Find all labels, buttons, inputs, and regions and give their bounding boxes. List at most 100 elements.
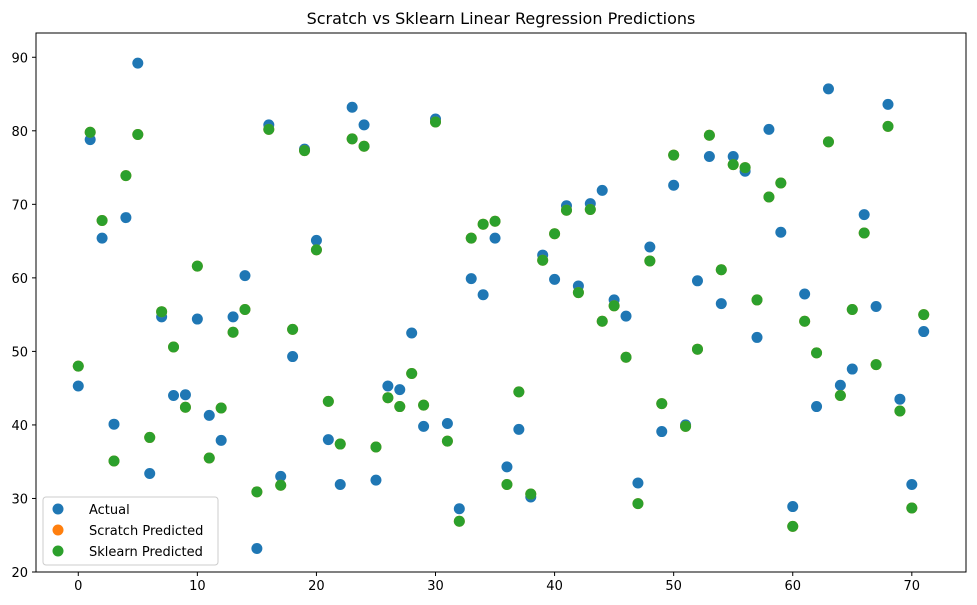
data-point bbox=[287, 351, 299, 363]
data-point bbox=[691, 275, 703, 287]
legend-label: Actual bbox=[89, 503, 130, 518]
data-point bbox=[703, 151, 715, 163]
data-point bbox=[858, 227, 870, 239]
data-point bbox=[406, 367, 418, 379]
data-point bbox=[156, 306, 168, 318]
data-point bbox=[168, 390, 180, 402]
data-point bbox=[382, 392, 394, 404]
data-point bbox=[215, 402, 227, 414]
y-tick-label: 60 bbox=[11, 272, 28, 287]
data-point bbox=[406, 327, 418, 339]
data-point bbox=[203, 409, 215, 421]
data-point bbox=[787, 501, 799, 513]
legend-marker bbox=[52, 545, 64, 557]
data-point bbox=[727, 159, 739, 171]
data-point bbox=[811, 401, 823, 413]
data-point bbox=[179, 389, 191, 401]
points-layer bbox=[72, 57, 930, 554]
y-tick-label: 90 bbox=[11, 51, 28, 66]
data-point bbox=[465, 232, 477, 244]
data-point bbox=[179, 401, 191, 413]
x-tick-label: 50 bbox=[665, 579, 682, 594]
data-point bbox=[870, 301, 882, 313]
data-point bbox=[811, 347, 823, 359]
data-point bbox=[799, 288, 811, 300]
y-tick-label: 70 bbox=[11, 198, 28, 213]
data-point bbox=[72, 360, 84, 372]
data-point bbox=[370, 474, 382, 486]
data-point bbox=[834, 379, 846, 391]
legend-label: Scratch Predicted bbox=[89, 524, 203, 539]
data-point bbox=[918, 309, 930, 321]
data-point bbox=[334, 479, 346, 490]
data-point bbox=[84, 126, 96, 138]
data-point bbox=[501, 479, 513, 490]
data-point bbox=[763, 123, 775, 135]
x-tick-label: 10 bbox=[189, 579, 206, 594]
data-point bbox=[370, 441, 382, 453]
legend-marker bbox=[52, 524, 64, 536]
data-point bbox=[191, 260, 203, 272]
data-point bbox=[846, 303, 858, 315]
data-point bbox=[656, 426, 668, 438]
data-point bbox=[822, 136, 834, 148]
y-tick-label: 40 bbox=[11, 419, 28, 434]
data-point bbox=[537, 254, 549, 266]
y-tick-label: 30 bbox=[11, 492, 28, 507]
data-point bbox=[251, 542, 263, 554]
data-point bbox=[715, 298, 727, 310]
data-point bbox=[108, 418, 120, 430]
data-point bbox=[799, 315, 811, 327]
data-point bbox=[668, 179, 680, 191]
data-point bbox=[72, 380, 84, 392]
data-point bbox=[763, 191, 775, 203]
plot-frame bbox=[35, 32, 967, 573]
data-point bbox=[668, 149, 680, 161]
data-point bbox=[346, 101, 358, 113]
data-point bbox=[358, 140, 370, 152]
data-point bbox=[418, 420, 430, 432]
x-tick-label: 20 bbox=[308, 579, 325, 594]
data-point bbox=[894, 393, 906, 405]
data-point bbox=[727, 151, 739, 163]
data-point bbox=[275, 470, 287, 482]
legend-box bbox=[42, 496, 219, 566]
data-point bbox=[870, 359, 882, 371]
data-point bbox=[120, 212, 132, 224]
data-point bbox=[644, 241, 656, 253]
data-point bbox=[489, 232, 501, 244]
data-point bbox=[894, 405, 906, 417]
data-point bbox=[108, 455, 120, 467]
data-point bbox=[513, 386, 525, 398]
data-point bbox=[168, 341, 180, 353]
data-point bbox=[703, 129, 715, 141]
data-point bbox=[632, 477, 644, 489]
data-point bbox=[656, 398, 668, 410]
data-point bbox=[775, 226, 787, 238]
data-point bbox=[822, 83, 834, 95]
x-tick-label: 70 bbox=[904, 579, 921, 594]
x-tick-label: 30 bbox=[427, 579, 444, 594]
data-point bbox=[739, 162, 751, 174]
legend: Actual Scratch Predicted Sklearn Predicted bbox=[42, 496, 219, 566]
legend-marker bbox=[52, 503, 64, 515]
y-axis: 20 30 40 50 60 70 80 90 bbox=[11, 51, 36, 581]
y-tick-label: 20 bbox=[11, 566, 28, 581]
data-point bbox=[310, 234, 322, 246]
data-point bbox=[441, 435, 453, 447]
data-point bbox=[787, 520, 799, 532]
data-point bbox=[596, 315, 608, 327]
data-point bbox=[96, 215, 108, 227]
data-point bbox=[430, 116, 442, 128]
data-point bbox=[751, 294, 763, 306]
data-point bbox=[227, 311, 239, 323]
data-point bbox=[299, 145, 311, 157]
data-point bbox=[251, 486, 263, 498]
data-point bbox=[239, 303, 251, 315]
data-point bbox=[263, 123, 275, 135]
data-point bbox=[203, 452, 215, 464]
data-point bbox=[132, 128, 144, 140]
data-point bbox=[358, 119, 370, 131]
data-point bbox=[596, 184, 608, 196]
data-point bbox=[513, 423, 525, 435]
